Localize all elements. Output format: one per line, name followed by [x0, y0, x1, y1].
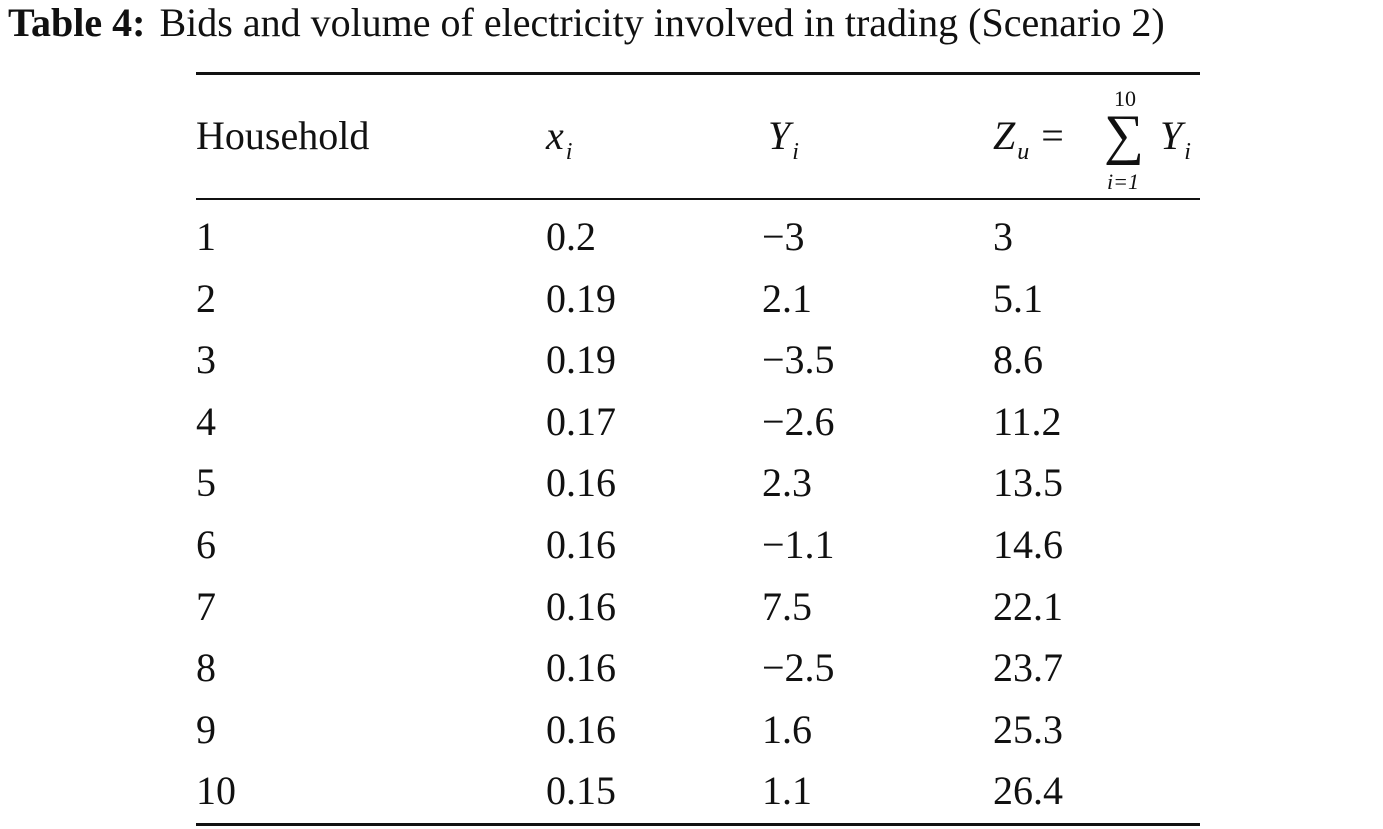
table-cell: 3: [993, 214, 1013, 259]
caption-text: Bids and volume of electricity involved …: [159, 0, 1165, 45]
table-cell: 1: [196, 214, 216, 259]
table-cell: 0.16: [546, 706, 616, 752]
math-base: Z: [993, 113, 1016, 158]
table-caption: Table 4: Bids and volume of electricity i…: [8, 0, 1165, 46]
table-cell: 14.6: [993, 522, 1063, 567]
table-cell: 8.6: [993, 337, 1043, 383]
table-cell: 26.4: [993, 768, 1063, 814]
math-sum: ∑: [1104, 104, 1144, 166]
math-sub: i: [1184, 139, 1191, 165]
table-cell: 5.1: [993, 275, 1043, 321]
table-cell: 10: [196, 768, 236, 814]
table-cell: 7: [196, 583, 216, 629]
table-cell: 9: [196, 706, 216, 752]
table-cell: 1.1: [762, 768, 812, 814]
table-cell: 2: [196, 275, 216, 321]
table-cell: 25.3: [993, 706, 1063, 752]
table-cell: 7.5: [762, 583, 812, 629]
table-cell: −3: [762, 214, 805, 259]
bottom-rule: [196, 823, 1200, 826]
table-cell: 0.16: [546, 645, 616, 691]
math-base: Y: [768, 113, 791, 158]
caption-label: Table 4:: [8, 0, 146, 45]
table-cell: −3.5: [762, 337, 835, 383]
table-cell: 0.19: [546, 337, 616, 383]
table-cell: −1.1: [762, 522, 835, 567]
header-cell: Household: [196, 113, 370, 158]
header-cell: xi: [546, 113, 572, 165]
math-base: x: [546, 113, 564, 158]
table-cell: 3: [196, 337, 216, 383]
table-cell: 2.1: [762, 275, 812, 321]
math-eq: =: [1041, 113, 1064, 158]
table-cell: 13.5: [993, 460, 1063, 506]
math-lower: i=1: [1107, 169, 1139, 194]
table-cell: −2.6: [762, 398, 835, 444]
table-cell: 0.2: [546, 214, 596, 259]
math-base: Y: [1160, 113, 1183, 158]
table-cell: 11.2: [993, 398, 1062, 444]
header-cell: Yi: [1160, 113, 1191, 165]
table-cell: 22.1: [993, 583, 1063, 629]
table-cell: 6: [196, 522, 216, 567]
math-sub: i: [792, 139, 799, 165]
table-cell: 4: [196, 398, 216, 444]
table-cell: 23.7: [993, 645, 1063, 691]
table-cell: −2.5: [762, 645, 835, 691]
table-cell: 0.16: [546, 583, 616, 629]
math-sub: i: [565, 139, 573, 165]
math-upper: 10: [1114, 86, 1136, 111]
table-cell: 1.6: [762, 706, 812, 752]
table-cell: 0.17: [546, 398, 616, 444]
table-cell: 0.19: [546, 275, 616, 321]
header-rule: [196, 198, 1200, 200]
table-cell: 2.3: [762, 460, 812, 506]
header-cell: Yi: [768, 113, 799, 165]
table-cell: 5: [196, 460, 216, 506]
table-cell: 8: [196, 645, 216, 691]
top-rule: [196, 72, 1200, 75]
math-sub: u: [1017, 139, 1030, 165]
table-cell: 0.16: [546, 460, 616, 506]
header-cell: Zu =: [993, 113, 1076, 165]
table-cell: 0.16: [546, 522, 616, 567]
table-cell: 0.15: [546, 768, 616, 814]
